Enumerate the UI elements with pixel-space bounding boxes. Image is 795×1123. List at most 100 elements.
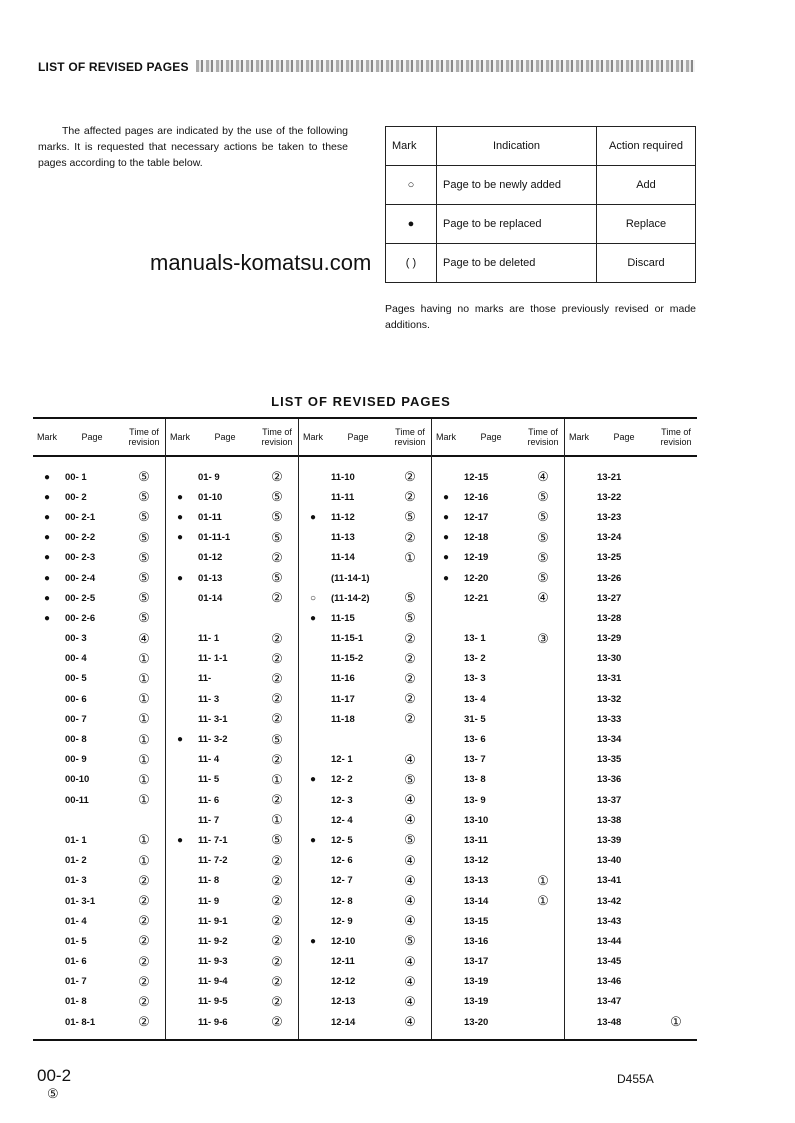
table-row: ● 01-13 ⑤ bbox=[166, 568, 298, 588]
header-mark: Mark bbox=[170, 432, 190, 442]
table-row: 11-11 ② bbox=[299, 487, 431, 507]
header-page: Page bbox=[613, 432, 635, 442]
page-cell: 00- 8 bbox=[65, 734, 87, 746]
section-header: LIST OF REVISED PAGES bbox=[38, 60, 189, 74]
revision-cell: ② bbox=[271, 852, 283, 868]
note-text: Pages having no marks are those previous… bbox=[385, 303, 696, 331]
page-cell: 12-20 bbox=[464, 572, 489, 584]
mark-cell: ● bbox=[309, 774, 317, 786]
table-row: 13-43 bbox=[565, 911, 697, 931]
table-row: 13-31 bbox=[565, 669, 697, 689]
table-row: 13-15 bbox=[432, 911, 564, 931]
header-scan-pattern bbox=[196, 60, 695, 72]
revision-cell: ① bbox=[271, 771, 283, 787]
mark-cell: ● bbox=[43, 592, 51, 604]
table-row: ● 12-19 ⑤ bbox=[432, 548, 564, 568]
parentheses-icon: ( ) bbox=[385, 243, 437, 283]
revision-cell: ② bbox=[404, 670, 416, 686]
table-row: 01-14 ② bbox=[166, 588, 298, 608]
table-row: 13-42 bbox=[565, 891, 697, 911]
page-cell: 13-43 bbox=[597, 915, 622, 927]
page-group-4: Mark Page Time of revision 12-15 ④ ● 12-16 ⑤ ● 12… bbox=[432, 419, 565, 1039]
page-cell: 12- 4 bbox=[331, 814, 353, 826]
page-cell: 11-13 bbox=[331, 532, 355, 544]
revision-cell: ① bbox=[138, 852, 150, 868]
table-row: 13-14 ① bbox=[432, 891, 564, 911]
mark-cell: ● bbox=[309, 834, 317, 846]
mark-cell: ● bbox=[43, 532, 51, 544]
page-revision: ⑤ bbox=[47, 1086, 59, 1101]
page-cell: 13-29 bbox=[597, 633, 622, 645]
revision-cell: ② bbox=[271, 549, 283, 565]
revision-cell: ② bbox=[271, 893, 283, 909]
page-cell: 00- 2-5 bbox=[65, 592, 96, 604]
page-cell: 01- 3-1 bbox=[65, 895, 96, 907]
mark-cell: ● bbox=[442, 511, 450, 523]
page-cell: 01- 3 bbox=[65, 875, 87, 887]
page-cell: 13-15 bbox=[464, 915, 489, 927]
page-cell: 13-31 bbox=[597, 673, 622, 685]
page-cell: 01-13 bbox=[198, 572, 223, 584]
page-cell: 01-14 bbox=[198, 592, 223, 604]
table-row: 12- 8 ④ bbox=[299, 891, 431, 911]
revision-cell: ② bbox=[271, 933, 283, 949]
page-cell: 11- 8 bbox=[198, 875, 220, 887]
legend-header-row: Mark Indication Action required bbox=[385, 126, 696, 166]
table-row: ● 12-16 ⑤ bbox=[432, 487, 564, 507]
page-cell: 12-17 bbox=[464, 511, 489, 523]
page-cell: 11- 9 bbox=[198, 895, 220, 907]
revision-cell: ⑤ bbox=[138, 529, 150, 545]
table-row: 12-21 ④ bbox=[432, 588, 564, 608]
group-header: Mark Page Time of revision bbox=[33, 419, 165, 457]
table-row: ● 00- 2-2 ⑤ bbox=[33, 528, 165, 548]
page-cell: 11- 1-1 bbox=[198, 653, 228, 665]
page-cell: 13-42 bbox=[597, 895, 622, 907]
table-row: 11-15-2 ② bbox=[299, 649, 431, 669]
page-cell: 13-44 bbox=[597, 935, 622, 947]
mark-cell: ● bbox=[442, 572, 450, 584]
page-cell: 12- 8 bbox=[331, 895, 353, 907]
table-row: 13- 4 bbox=[432, 689, 564, 709]
revision-cell: ② bbox=[271, 630, 283, 646]
mark-cell: ● bbox=[442, 552, 450, 564]
table-row: 01- 2 ① bbox=[33, 851, 165, 871]
table-row: 13-25 bbox=[565, 548, 697, 568]
revision-cell: ④ bbox=[537, 590, 549, 606]
revision-cell: ② bbox=[138, 893, 150, 909]
table-row: 13-26 bbox=[565, 568, 697, 588]
table-row: ● 11-12 ⑤ bbox=[299, 507, 431, 527]
table-row: 13-23 bbox=[565, 507, 697, 527]
page-cell: 11-15 bbox=[331, 612, 355, 624]
table-row: 11-18 ② bbox=[299, 709, 431, 729]
revision-cell: ② bbox=[138, 933, 150, 949]
table-row: ● 12- 2 ⑤ bbox=[299, 770, 431, 790]
table-row: 01- 9 ② bbox=[166, 467, 298, 487]
legend-row: ( ) Page to be deleted Discard bbox=[385, 243, 696, 283]
page-cell: 13-25 bbox=[597, 552, 622, 564]
table-row: ● 12- 5 ⑤ bbox=[299, 830, 431, 850]
table-row: 01- 3 ② bbox=[33, 871, 165, 891]
table-row: ● 00- 2-3 ⑤ bbox=[33, 548, 165, 568]
table-row: 01- 4 ② bbox=[33, 911, 165, 931]
revision-cell: ② bbox=[271, 993, 283, 1009]
mark-cell: ● bbox=[176, 511, 184, 523]
table-row: 13-37 bbox=[565, 790, 697, 810]
mark-cell: ● bbox=[43, 491, 51, 503]
header-mark: Mark bbox=[569, 432, 589, 442]
revision-cell: ④ bbox=[404, 812, 416, 828]
table-row: ● 11-15 ⑤ bbox=[299, 608, 431, 628]
table-row: ● 00- 1 ⑤ bbox=[33, 467, 165, 487]
revision-cell: ⑤ bbox=[138, 590, 150, 606]
mark-cell: ● bbox=[176, 532, 184, 544]
table-row: 13-11 bbox=[432, 830, 564, 850]
table-row: 13-44 bbox=[565, 931, 697, 951]
revision-cell: ② bbox=[138, 1014, 150, 1030]
mark-cell: ● bbox=[43, 471, 51, 483]
table-row: 00- 6 ① bbox=[33, 689, 165, 709]
page-cell: 13-14 bbox=[464, 895, 489, 907]
table-row: 12- 9 ④ bbox=[299, 911, 431, 931]
table-row: 01- 7 ② bbox=[33, 972, 165, 992]
table-row: 13- 3 bbox=[432, 669, 564, 689]
table-row: 13-20 bbox=[432, 1012, 564, 1032]
table-row: 13- 2 bbox=[432, 649, 564, 669]
